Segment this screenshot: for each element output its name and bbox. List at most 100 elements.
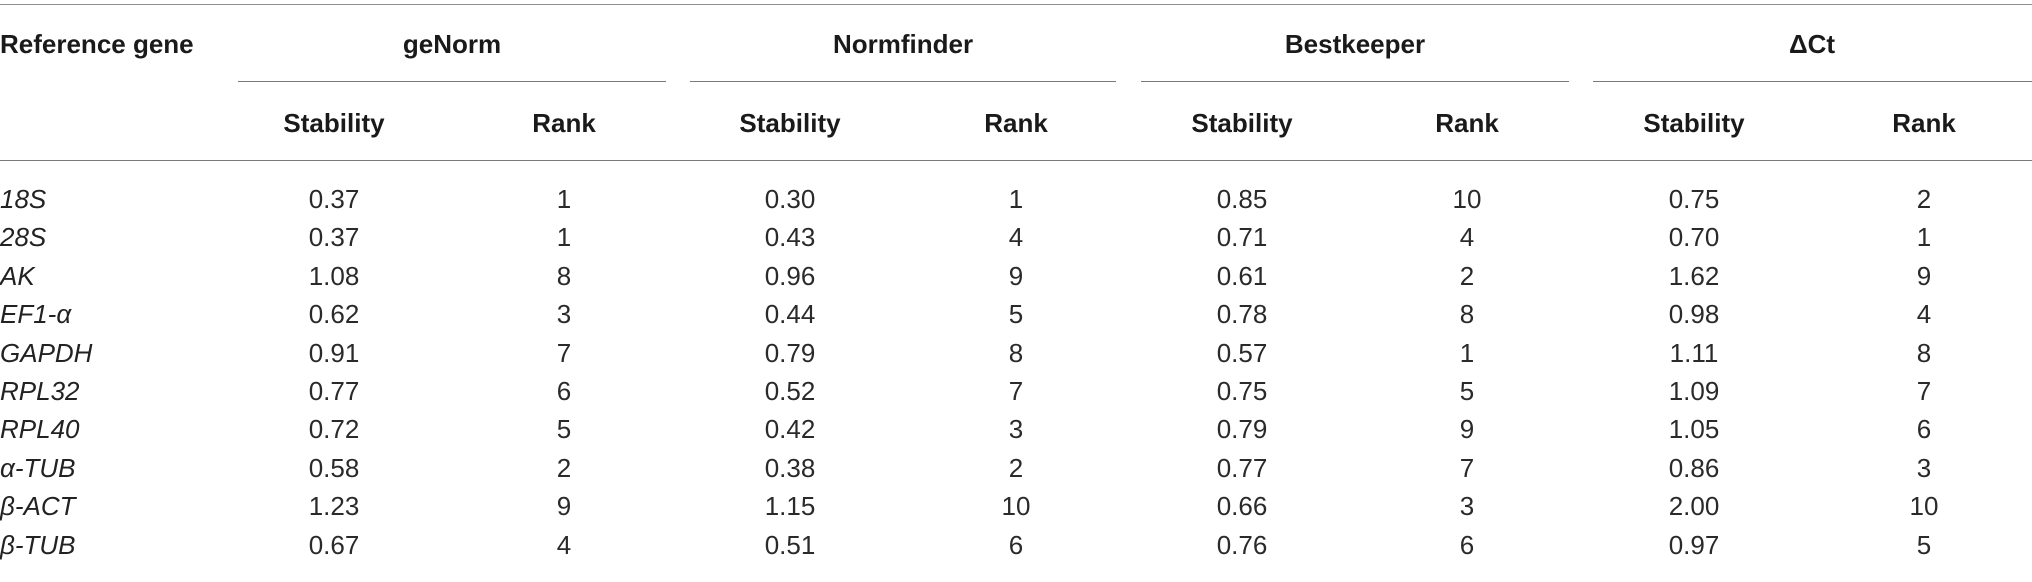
bestkeeper-stability-cell: 0.85 bbox=[1216, 184, 1268, 214]
genorm-rank-cell: 9 bbox=[556, 491, 572, 521]
bestkeeper-rank-cell: 9 bbox=[1459, 414, 1475, 444]
gene-name-cell: 18S bbox=[0, 184, 47, 214]
normfinder-stability-cell: 0.52 bbox=[764, 376, 816, 406]
normfinder-rank-cell: 6 bbox=[1008, 530, 1024, 560]
genorm-header: geNorm bbox=[402, 29, 502, 59]
gene-name-cell: α-TUB bbox=[0, 453, 76, 483]
deltact-header: ΔCt bbox=[1788, 29, 1836, 59]
normfinder-rank-cell: 8 bbox=[1008, 338, 1024, 368]
deltact-rank-cell: 8 bbox=[1916, 338, 1932, 368]
genorm-stability-cell: 0.58 bbox=[308, 453, 360, 483]
header-bottom-rule bbox=[0, 160, 2032, 161]
bestkeeper-header: Bestkeeper bbox=[1284, 29, 1426, 59]
normfinder-stability-cell: 0.42 bbox=[764, 414, 816, 444]
bestkeeper-stability-cell: 0.78 bbox=[1216, 299, 1268, 329]
genorm-rank-cell: 7 bbox=[556, 338, 572, 368]
table-top-rule bbox=[0, 4, 2032, 5]
bestkeeper-rank-cell: 3 bbox=[1459, 491, 1475, 521]
bestkeeper-rank-cell: 6 bbox=[1459, 530, 1475, 560]
normfinder-rank-cell: 3 bbox=[1008, 414, 1024, 444]
genorm-stability-cell: 0.37 bbox=[308, 184, 360, 214]
genorm-stability-cell: 0.62 bbox=[308, 299, 360, 329]
normfinder-stability-cell: 1.15 bbox=[764, 491, 816, 521]
deltact-rank-header: Rank bbox=[1892, 108, 1956, 138]
gene-name-cell: EF1-α bbox=[0, 299, 72, 329]
normfinder-rank-cell: 10 bbox=[1001, 491, 1031, 521]
normfinder-stability-cell: 0.51 bbox=[764, 530, 816, 560]
bestkeeper-rank-cell: 8 bbox=[1459, 299, 1475, 329]
normfinder-rank-cell: 9 bbox=[1008, 261, 1024, 291]
deltact-stability-cell: 0.86 bbox=[1668, 453, 1720, 483]
reference-gene-header: Reference gene bbox=[0, 29, 194, 59]
gene-name-cell: β-TUB bbox=[0, 530, 76, 560]
gene-name-cell: GAPDH bbox=[0, 338, 93, 368]
normfinder-stability-header: Stability bbox=[739, 108, 841, 138]
bestkeeper-rank-cell: 4 bbox=[1459, 222, 1475, 252]
gene-name-cell: AK bbox=[0, 261, 35, 291]
bestkeeper-stability-cell: 0.71 bbox=[1216, 222, 1268, 252]
bestkeeper-rank-cell: 5 bbox=[1459, 376, 1475, 406]
deltact-rank-cell: 3 bbox=[1916, 453, 1932, 483]
genorm-stability-header: Stability bbox=[283, 108, 385, 138]
normfinder-stability-cell: 0.79 bbox=[764, 338, 816, 368]
bestkeeper-stability-cell: 0.66 bbox=[1216, 491, 1268, 521]
genorm-stability-cell: 0.91 bbox=[308, 338, 360, 368]
genorm-stability-cell: 1.08 bbox=[308, 261, 360, 291]
genorm-rank-cell: 1 bbox=[556, 184, 572, 214]
normfinder-stability-cell: 0.43 bbox=[764, 222, 816, 252]
normfinder-stability-cell: 0.38 bbox=[764, 453, 816, 483]
normfinder-header: Normfinder bbox=[832, 29, 974, 59]
normfinder-rank-cell: 2 bbox=[1008, 453, 1024, 483]
bestkeeper-rank-cell: 2 bbox=[1459, 261, 1475, 291]
genorm-stability-cell: 0.67 bbox=[308, 530, 360, 560]
normfinder-stability-cell: 0.44 bbox=[764, 299, 816, 329]
genorm-rank-cell: 3 bbox=[556, 299, 572, 329]
genorm-rank-cell: 5 bbox=[556, 414, 572, 444]
deltact-stability-cell: 1.62 bbox=[1668, 261, 1720, 291]
normfinder-rank-cell: 5 bbox=[1008, 299, 1024, 329]
bestkeeper-stability-cell: 0.61 bbox=[1216, 261, 1268, 291]
bestkeeper-stability-cell: 0.75 bbox=[1216, 376, 1268, 406]
deltact-stability-cell: 0.75 bbox=[1668, 184, 1720, 214]
genorm-stability-cell: 0.77 bbox=[308, 376, 360, 406]
normfinder-stability-cell: 0.30 bbox=[764, 184, 816, 214]
deltact-stability-cell: 2.00 bbox=[1668, 491, 1720, 521]
genorm-stability-cell: 0.37 bbox=[308, 222, 360, 252]
deltact-rank-cell: 7 bbox=[1916, 376, 1932, 406]
bestkeeper-rank-cell: 1 bbox=[1459, 338, 1475, 368]
bestkeeper-rank-header: Rank bbox=[1435, 108, 1499, 138]
genorm-stability-cell: 1.23 bbox=[308, 491, 360, 521]
gene-name-cell: RPL40 bbox=[0, 414, 80, 444]
deltact-rank-cell: 10 bbox=[1909, 491, 1939, 521]
normfinder-rank-header: Rank bbox=[984, 108, 1048, 138]
genorm-rank-cell: 2 bbox=[556, 453, 572, 483]
bestkeeper-stability-cell: 0.76 bbox=[1216, 530, 1268, 560]
genorm-rank-cell: 4 bbox=[556, 530, 572, 560]
deltact-stability-cell: 1.05 bbox=[1668, 414, 1720, 444]
genorm-stability-cell: 0.72 bbox=[308, 414, 360, 444]
bestkeeper-stability-cell: 0.79 bbox=[1216, 414, 1268, 444]
deltact-group-rule bbox=[1593, 81, 2032, 82]
deltact-stability-cell: 1.11 bbox=[1669, 338, 1719, 368]
bestkeeper-stability-header: Stability bbox=[1191, 108, 1293, 138]
bestkeeper-group-rule bbox=[1141, 81, 1569, 82]
deltact-rank-cell: 1 bbox=[1916, 222, 1932, 252]
deltact-stability-cell: 0.70 bbox=[1668, 222, 1720, 252]
normfinder-rank-cell: 7 bbox=[1008, 376, 1024, 406]
deltact-rank-cell: 2 bbox=[1916, 184, 1932, 214]
genorm-rank-cell: 6 bbox=[556, 376, 572, 406]
deltact-rank-cell: 5 bbox=[1916, 530, 1932, 560]
genorm-group-rule bbox=[238, 81, 666, 82]
gene-name-cell: 28S bbox=[0, 222, 47, 252]
genorm-rank-header: Rank bbox=[532, 108, 596, 138]
deltact-rank-cell: 6 bbox=[1916, 414, 1932, 444]
deltact-stability-cell: 0.97 bbox=[1668, 530, 1720, 560]
bestkeeper-stability-cell: 0.57 bbox=[1216, 338, 1268, 368]
bestkeeper-stability-cell: 0.77 bbox=[1216, 453, 1268, 483]
deltact-rank-cell: 4 bbox=[1916, 299, 1932, 329]
bestkeeper-rank-cell: 7 bbox=[1459, 453, 1475, 483]
deltact-stability-cell: 0.98 bbox=[1668, 299, 1720, 329]
genorm-rank-cell: 1 bbox=[556, 222, 572, 252]
gene-name-cell: β-ACT bbox=[0, 491, 76, 521]
